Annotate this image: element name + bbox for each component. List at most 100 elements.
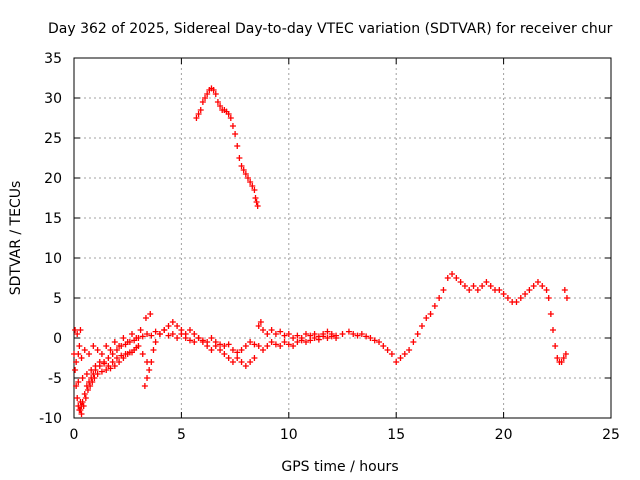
data-point [238,359,245,365]
data-point [169,331,176,337]
data-point [137,327,144,333]
data-point [217,103,224,109]
data-point [539,283,546,289]
data-point [225,111,232,117]
data-point [182,331,189,337]
data-point [543,287,550,293]
data-point [148,332,155,339]
data-point [376,339,383,345]
data-point [264,331,271,337]
data-point [229,123,236,129]
data-point [191,331,198,337]
data-point [75,379,82,385]
data-point [72,367,79,373]
data-point [264,343,271,349]
data-point [302,339,309,345]
data-point [128,331,135,337]
data-point [204,91,211,97]
data-point [111,339,118,345]
data-point [107,347,114,353]
data-point [487,283,494,289]
data-point [174,323,181,329]
data-point [423,315,430,321]
data-point [479,283,486,289]
y-tick-label: 30 [44,91,62,107]
data-point [128,349,135,356]
data-point [141,383,148,389]
data-point [436,295,443,301]
data-point [81,391,88,397]
data-point [298,335,305,341]
data-point [302,331,309,337]
data-point [552,343,559,349]
data-point [234,355,241,361]
data-point [90,343,97,349]
axis-ticks [73,57,612,419]
data-point [109,359,116,365]
data-point [229,347,236,353]
data-point [221,351,228,357]
data-point [294,339,301,345]
data-point [74,395,81,401]
series-secondary-trace [79,311,340,389]
data-point [449,271,456,277]
data-point [367,335,374,341]
data-point [144,375,151,381]
y-tick-label: 20 [44,171,62,187]
y-tick-label: 25 [44,131,62,147]
data-point [247,359,254,365]
data-point [418,323,425,329]
data-point [88,367,95,373]
data-point [139,351,146,357]
data-point [78,355,85,361]
data-point [558,359,565,365]
data-point [165,323,172,329]
data-point [199,339,206,345]
data-point [251,341,258,348]
data-point [73,359,80,365]
data-point [96,359,103,365]
data-point [73,383,80,389]
data-point [92,363,99,369]
data-point [453,275,460,281]
x-tick-label: 15 [387,427,405,443]
data-point [466,287,473,293]
data-point [77,407,84,413]
data-point [81,347,88,353]
data-point [311,331,318,337]
data-point [77,327,84,333]
data-point [75,351,82,357]
x-tick-label: 20 [495,427,513,443]
x-tick-label: 5 [177,427,186,443]
data-point [401,351,408,357]
data-point [406,347,413,353]
data-point [534,279,541,285]
data-point [530,283,537,289]
data-point [72,327,79,333]
data-point [272,331,279,337]
data-point [380,343,387,349]
data-point [156,331,163,337]
x-tick-labels: 0 5 10 15 20 25 [70,427,620,443]
data-point [169,319,176,325]
data-point [124,339,131,345]
data-point [82,395,89,401]
data-point [124,351,131,357]
data-point [174,335,181,341]
data-point [496,287,503,293]
data-point [345,328,352,335]
x-tick-label: 0 [70,427,79,443]
y-tick-label: -5 [48,371,62,387]
chart-title: Day 362 of 2025, Sidereal Day-to-day VTE… [48,21,613,37]
data-point [238,163,245,169]
data-point [186,327,193,333]
data-point [77,399,84,405]
data-point [474,287,481,293]
data-point [294,332,301,339]
data-point [139,333,146,340]
data-point [107,365,114,372]
data-point [483,279,490,285]
data-point [242,171,249,177]
data-point [113,355,120,361]
data-point [554,355,561,361]
